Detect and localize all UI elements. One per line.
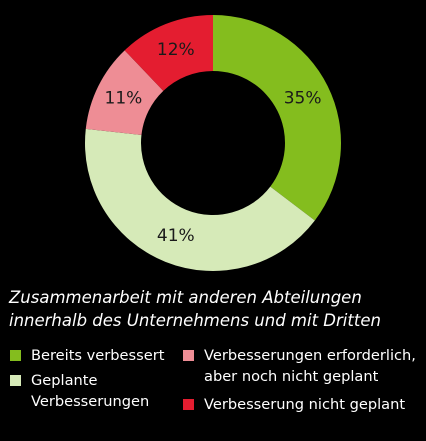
legend-item-geplante-verbesserungen: Geplante Verbesserungen xyxy=(10,370,149,412)
slice-label-1: 41% xyxy=(157,226,195,246)
legend-swatch-lightgreen xyxy=(10,375,21,386)
slice-label-2: 11% xyxy=(105,89,143,109)
legend-item-verbesserung-nicht-geplant: Verbesserung nicht geplant xyxy=(183,394,405,415)
donut-slice-0 xyxy=(213,15,342,221)
donut-slice-2 xyxy=(85,50,164,136)
donut-slice-1 xyxy=(84,128,315,272)
chart-caption: Zusammenarbeit mit anderen Abteilungen i… xyxy=(9,286,419,332)
legend-item-verbesserungen-erforderlich: Verbesserungen erforderlich, aber noch n… xyxy=(183,345,416,387)
caption-line-1: Zusammenarbeit mit anderen Abteilungen xyxy=(9,288,362,307)
donut-slice-3 xyxy=(124,15,213,91)
slice-label-0: 35% xyxy=(284,89,322,109)
legend-item-bereits-verbessert: Bereits verbessert xyxy=(10,345,164,366)
donut-chart: 35% 41% 11% 12% xyxy=(84,15,342,272)
legend-swatch-red xyxy=(183,399,194,410)
legend-swatch-pink xyxy=(183,350,194,361)
legend-swatch-green xyxy=(10,350,21,361)
caption-line-2: innerhalb des Unternehmens und mit Dritt… xyxy=(9,311,381,330)
slice-label-3: 12% xyxy=(157,40,195,60)
